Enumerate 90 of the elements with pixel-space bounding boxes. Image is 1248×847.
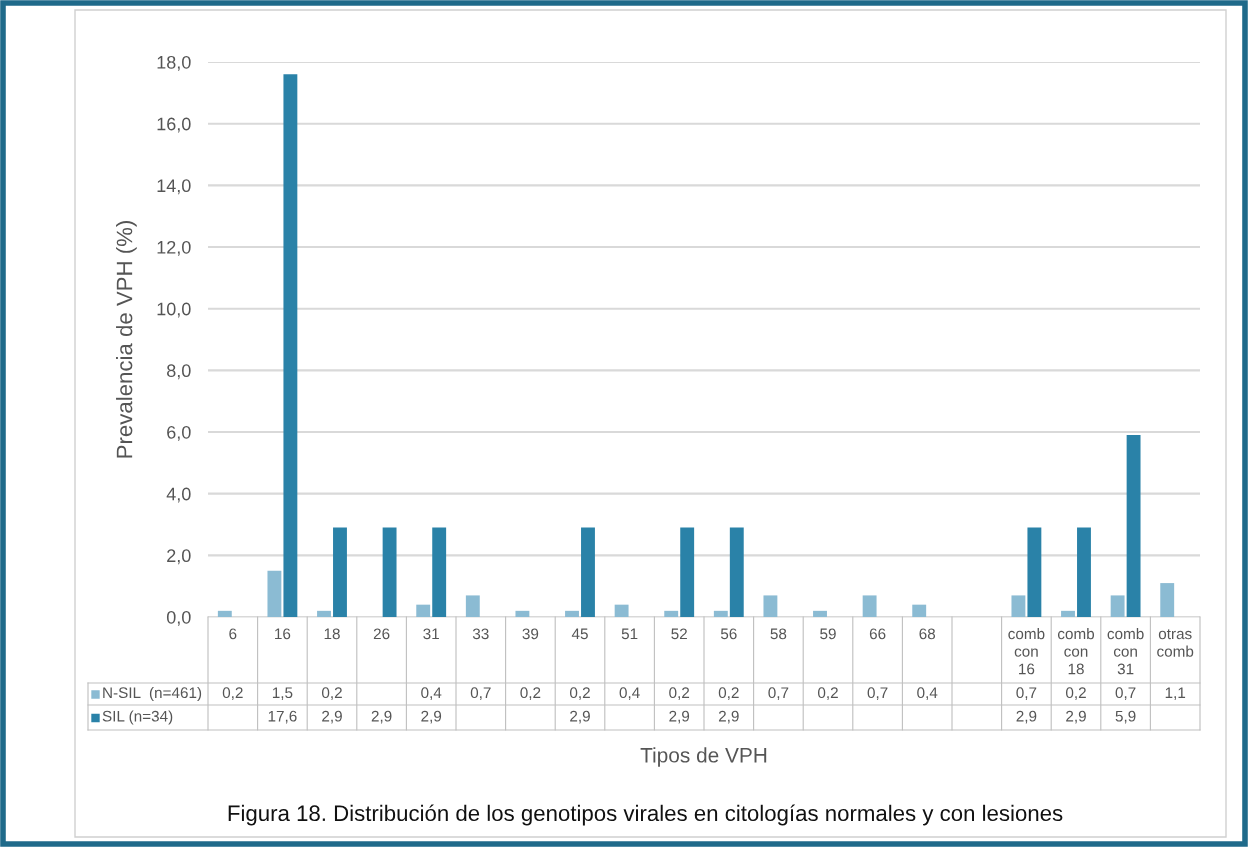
x-tick-label: 26 [373,628,390,640]
bar [416,604,431,617]
data-label: 0,4 [917,687,938,700]
x-tick-label: 6 [229,628,237,640]
data-label: 2,9 [570,710,590,724]
bar [465,595,480,617]
legend-label: N-SIL (n=461) [103,686,202,702]
bar [515,610,530,617]
bar [912,604,927,617]
y-axis-title: Prevalencia de VPH (%) [116,221,137,458]
bar [283,74,298,617]
bar [565,610,579,617]
x-tick-label: 68 [919,628,936,640]
data-label: 2,9 [1066,710,1086,724]
bar [267,570,282,617]
data-label: 0,7 [867,687,888,700]
bar [813,610,827,617]
y-tick-label: 14,0 [157,179,191,195]
data-label: 0,7 [1115,687,1136,700]
data-label: 2,9 [1016,710,1037,724]
y-tick-label: 8,0 [167,364,191,380]
data-label: 0,7 [768,687,789,700]
bar [763,595,778,617]
bar [862,595,877,617]
y-tick-label: 12,0 [157,240,191,256]
x-tick-label: 31 [423,628,439,640]
bar [729,527,744,617]
x-axis-title: Tipos de VPH [640,747,767,767]
data-label: 0,2 [817,687,838,700]
x-tick-label: comb con 18 [1057,628,1095,675]
data-label: 2,9 [371,710,392,724]
bar [317,610,331,617]
data-label: 0,2 [1065,687,1086,700]
x-tick-label: 33 [472,628,489,640]
x-tick-label: 51 [621,628,638,640]
bar [333,527,347,617]
data-label: 0,4 [421,687,442,700]
bar [713,610,728,617]
bar [1011,595,1026,617]
x-tick-label: otras comb [1157,629,1194,657]
bar [680,527,695,617]
data-label: 2,9 [718,710,739,724]
bar [382,527,397,617]
x-tick-label: comb con 16 [1008,628,1045,675]
data-label: 17,6 [268,710,297,724]
data-label: 1,5 [272,687,293,700]
x-tick-label: 45 [571,628,588,640]
bar [614,604,629,617]
x-tick-label: 56 [720,628,737,640]
bar [1160,583,1175,617]
x-tick-label: 16 [275,628,291,640]
bar [1126,435,1141,617]
y-tick-label: 4,0 [166,487,191,503]
x-tick-label: 52 [671,628,687,640]
bar [432,527,447,617]
bar [664,610,679,617]
data-label: 2,9 [421,710,442,724]
x-tick-label: 18 [324,628,340,640]
data-label: 1,1 [1165,687,1186,700]
x-tick-label: 59 [820,628,836,640]
y-tick-label: 16,0 [157,117,191,133]
data-label: 0,2 [569,687,590,700]
data-label: 2,9 [669,710,690,724]
x-tick-label: 58 [770,628,787,640]
data-label: 0,7 [1016,687,1037,700]
data-label: 0,2 [222,687,243,700]
y-tick-label: 18,0 [157,55,191,71]
x-tick-label: 66 [869,628,886,640]
y-tick-label: 10,0 [157,302,191,318]
bar [1077,527,1091,617]
data-label: 0,2 [669,687,690,700]
data-label: 0,4 [619,687,640,700]
data-label: 0,7 [470,687,491,700]
bar [1110,595,1125,617]
y-tick-label: 2,0 [167,549,191,565]
data-label: 5,9 [1115,710,1136,724]
data-label: 2,9 [322,710,342,724]
data-label: 0,2 [321,687,342,700]
x-tick-label: comb con 31 [1107,628,1144,675]
bar [217,610,232,617]
data-label: 0,2 [718,687,739,700]
bar [1027,527,1042,617]
bar [1061,610,1075,617]
bar [581,527,595,617]
legend-label: SIL (n=34) [102,710,173,725]
data-label: 0,2 [520,687,541,700]
x-tick-label: 39 [522,628,539,640]
text: Figura 18. Distribución de los genotipos virales en citologías normales y con lesiones [228,804,1063,826]
y-tick-label: 0,0 [166,610,191,626]
y-tick-label: 6,0 [167,425,191,441]
